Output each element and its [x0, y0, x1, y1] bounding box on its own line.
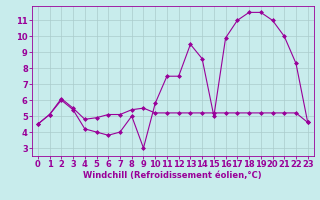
- X-axis label: Windchill (Refroidissement éolien,°C): Windchill (Refroidissement éolien,°C): [84, 171, 262, 180]
